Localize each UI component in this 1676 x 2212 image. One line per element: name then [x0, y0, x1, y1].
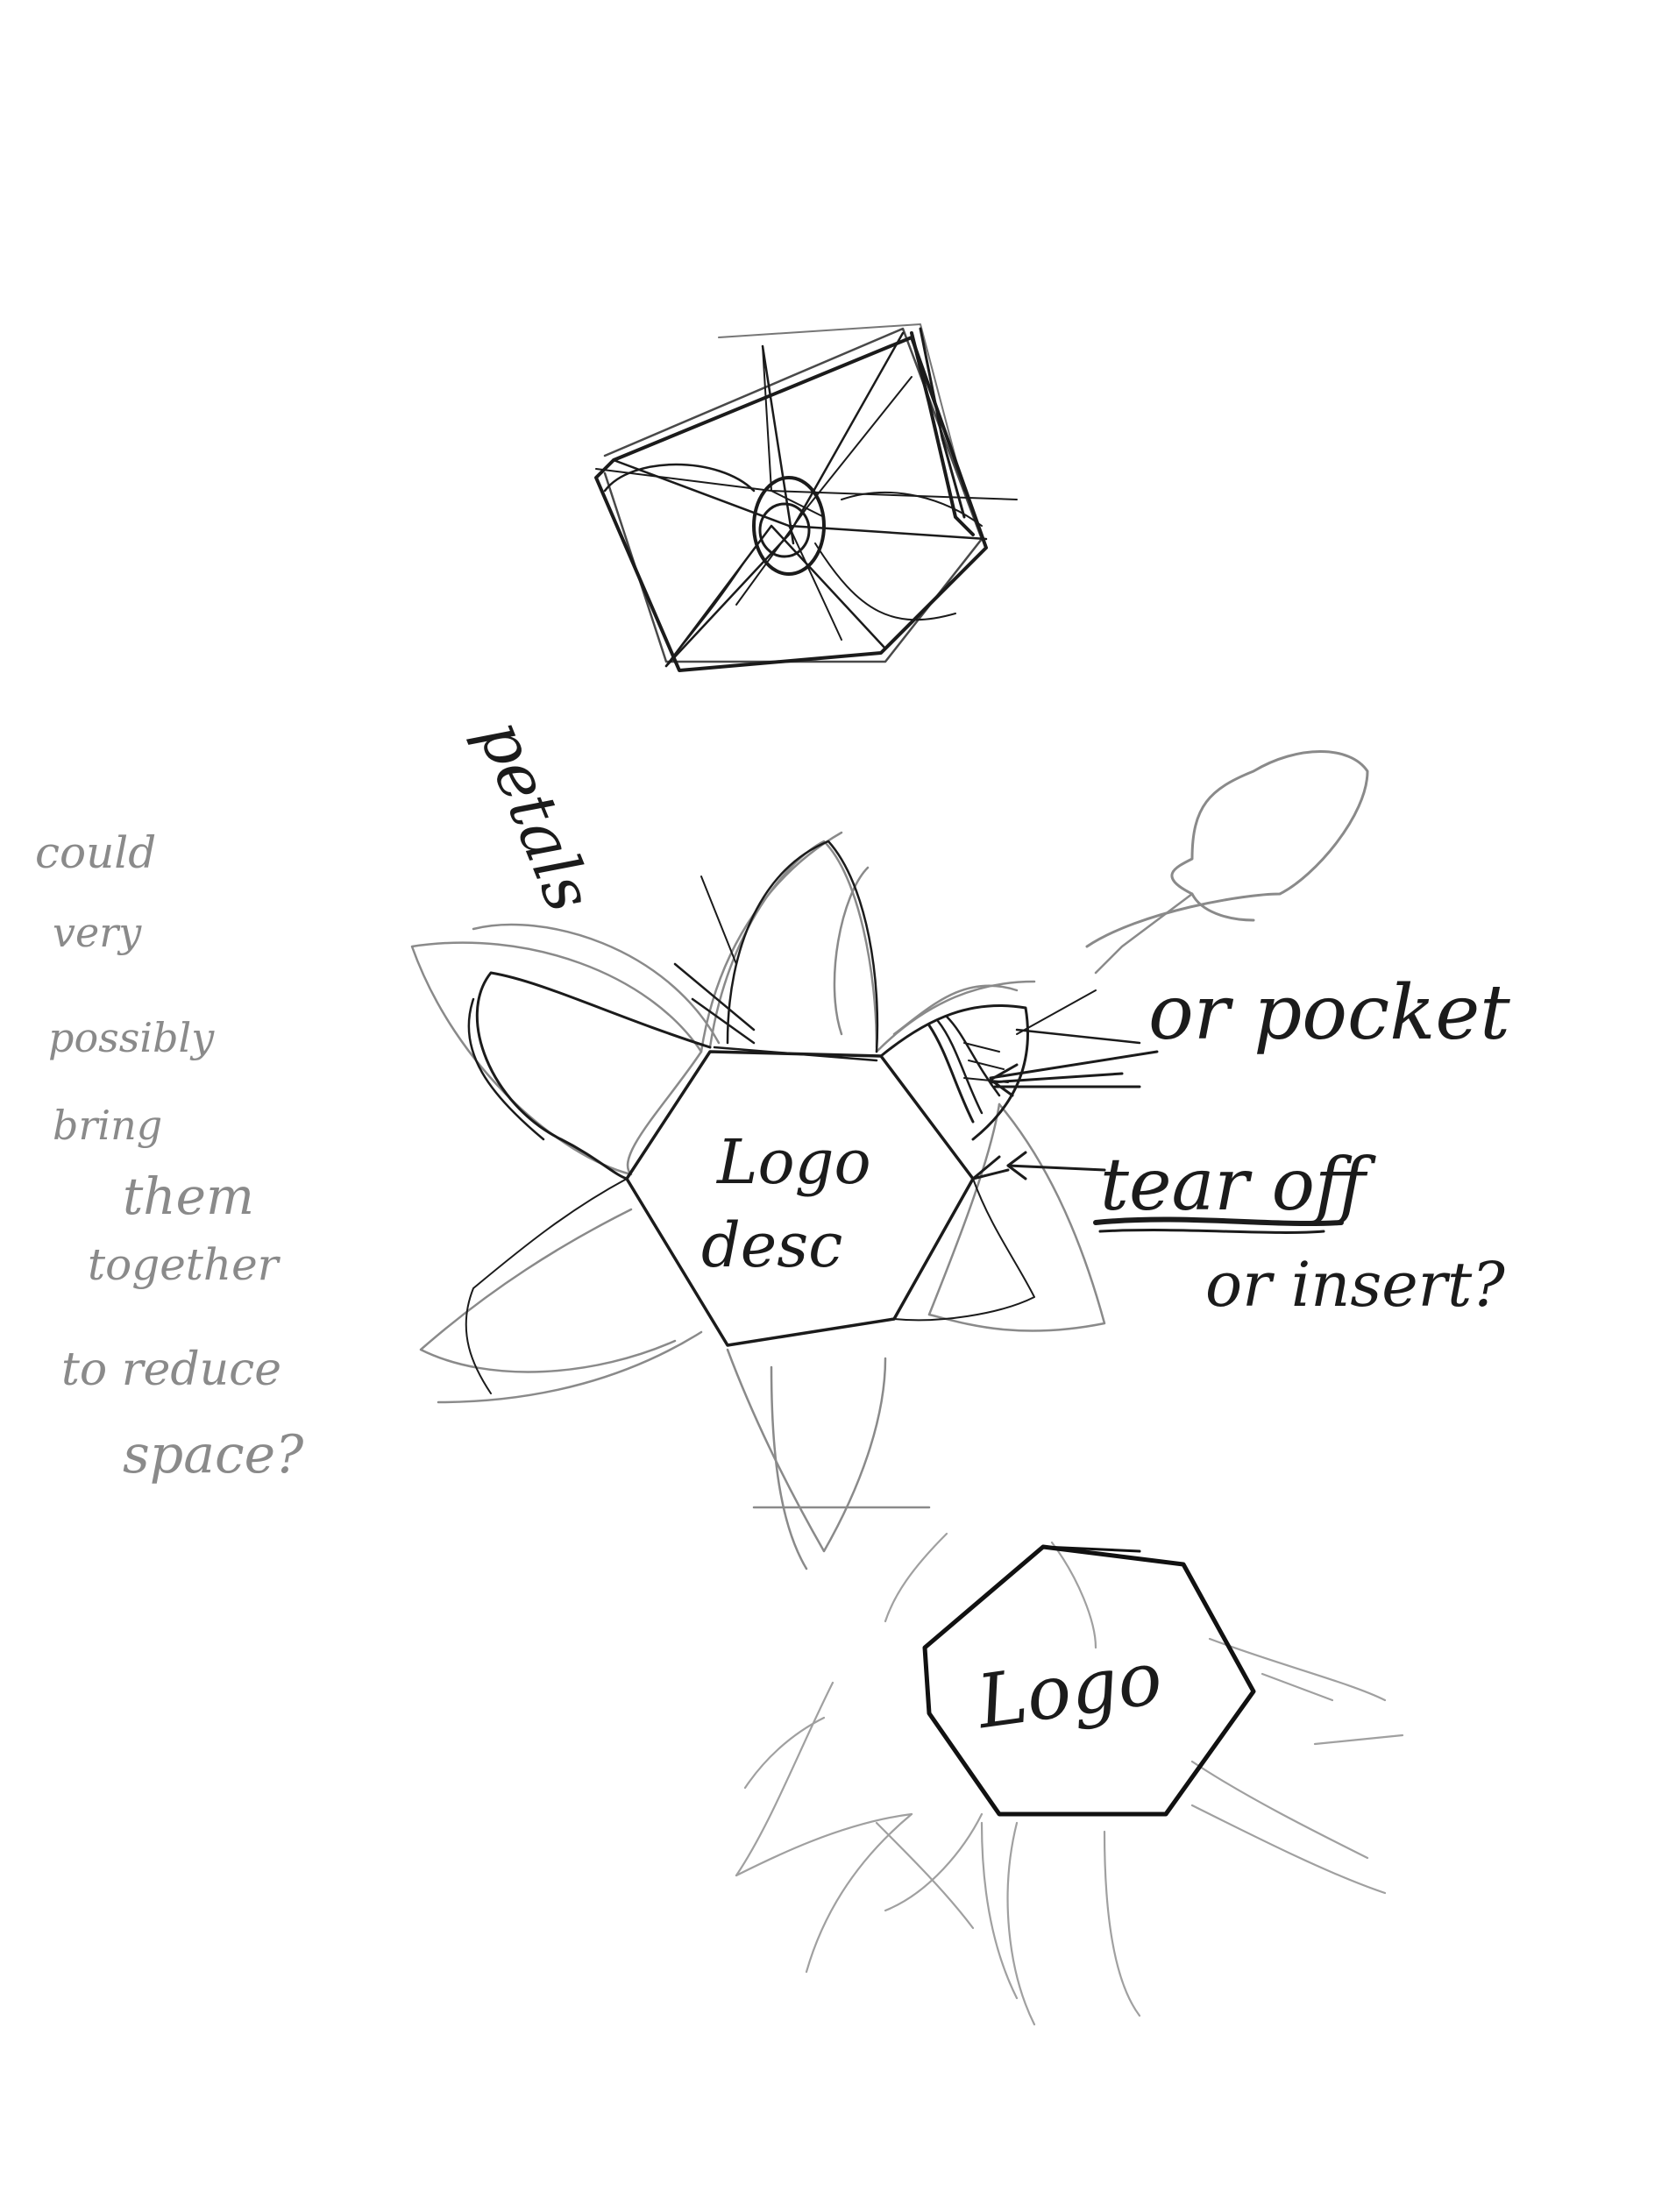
side-note: could very possibly bring them together … [35, 827, 304, 1485]
logo-label: Logo [970, 1634, 1167, 1746]
side-note-line-3: possibly [48, 1014, 215, 1061]
side-note-line-4: bring [53, 1102, 162, 1149]
side-note-line-2: very [53, 909, 142, 956]
folded-hexagon-sketch [594, 323, 1018, 672]
petals-label: petals [463, 710, 607, 922]
logo-desc-line1: Logo [715, 1126, 871, 1198]
logo-desc-line2: desc [701, 1209, 842, 1281]
side-note-line-6: together [88, 1239, 281, 1290]
tear-off-label: tear off [1100, 1144, 1376, 1227]
or-pocket-label: or pocket [1148, 969, 1510, 1057]
side-note-line-7: to reduce [61, 1344, 281, 1396]
side-note-line-5: them [123, 1166, 254, 1226]
logo-hexagon-sketch [735, 1532, 1404, 2026]
side-note-line-1: could [35, 827, 156, 878]
or-insert-label: or insert? [1205, 1249, 1505, 1321]
petal-star-sketch [410, 750, 1369, 1570]
side-note-line-8: space? [123, 1424, 304, 1485]
